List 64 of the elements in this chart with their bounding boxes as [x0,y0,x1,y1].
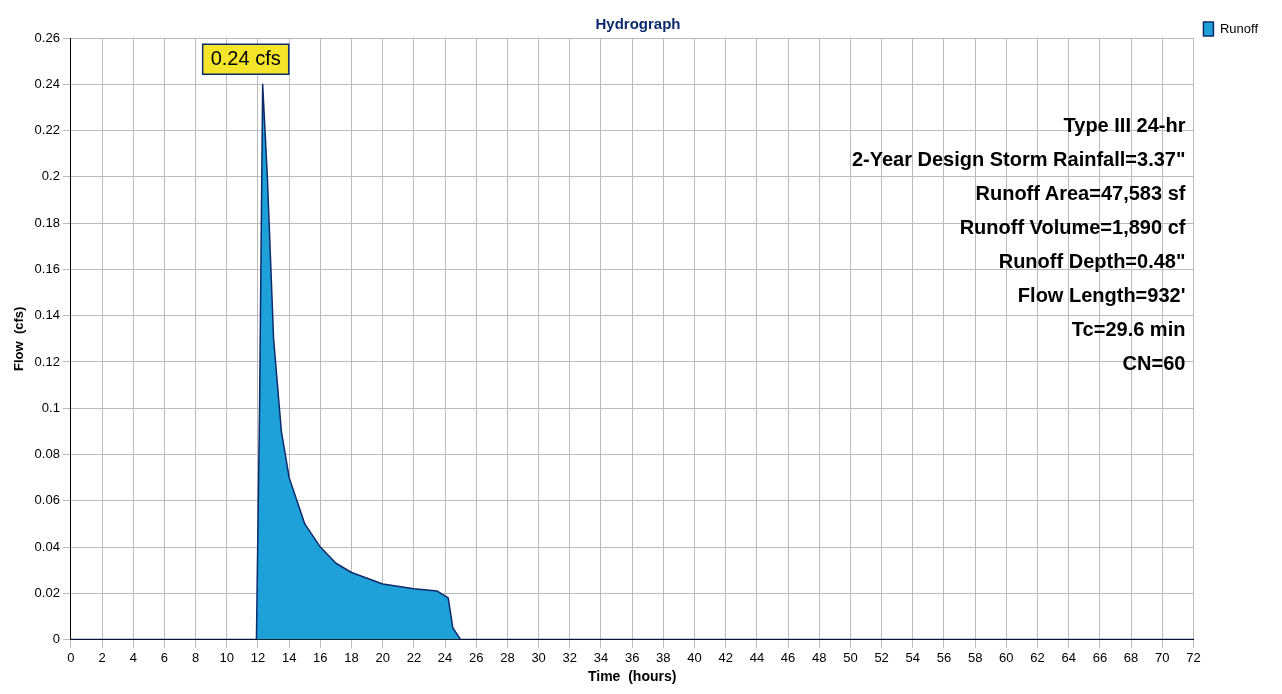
annotation: CN=60 [1122,351,1186,374]
x-tick-label: 14 [281,649,297,665]
x-tick-label: 36 [624,649,640,665]
x-tick-label: 52 [874,649,889,665]
x-tick-label: 8 [192,649,200,665]
y-tick-label: 0.06 [34,492,60,508]
x-tick-label: 28 [500,649,515,665]
x-tick-label: 46 [780,649,796,665]
x-tick-label: 20 [375,649,390,665]
x-tick-label: 2 [98,649,106,665]
x-tick-label: 34 [593,649,609,665]
y-tick-label: 0.1 [41,399,60,415]
annotation: 0.24 cfs [210,46,281,69]
x-tick-label: 32 [562,649,578,665]
x-tick-label: 0 [67,649,75,665]
x-tick-label: 72 [1186,649,1201,665]
x-tick-label: 60 [999,649,1014,665]
y-tick-label: 0.02 [34,584,60,600]
x-tick-label: 58 [967,649,983,665]
y-tick-label: 0.12 [34,353,60,369]
x-tick-label: 6 [160,649,169,665]
x-tick-label: 42 [718,649,733,665]
annotation: Tc=29.6 min [1071,317,1186,340]
annotation: Flow Length=932' [1017,283,1186,306]
x-axis-title: Time (hours) [587,668,677,685]
x-tick-label: 68 [1123,649,1139,665]
x-tick-label: 54 [905,649,921,665]
x-tick-label: 30 [531,649,546,665]
x-tick-label: 50 [843,649,858,665]
annotation: Runoff Area=47,583 sf [975,181,1186,204]
annotation: Runoff Volume=1,890 cf [959,215,1186,238]
x-tick-label: 64 [1061,649,1076,665]
y-tick-label: 0.24 [34,75,60,91]
x-tick-label: 26 [469,649,484,665]
x-tick-label: 22 [406,649,422,665]
y-tick-label: 0.2 [41,168,60,184]
x-tick-label: 40 [687,649,702,665]
chart-title: Hydrograph [595,15,681,33]
x-tick-label: 70 [1155,649,1170,665]
y-tick-label: 0.26 [34,29,60,45]
x-tick-label: 4 [129,649,137,665]
x-tick-label: 44 [749,649,765,665]
x-tick-label: 38 [656,649,671,665]
y-tick-label: 0.16 [34,260,60,276]
x-tick-label: 10 [219,649,235,665]
x-tick-label: 16 [313,649,328,665]
x-tick-label: 12 [250,649,266,665]
x-tick-label: 18 [344,649,359,665]
y-tick-label: 0 [52,631,60,647]
y-tick-label: 0.22 [34,122,60,138]
annotation: 2-Year Design Storm Rainfall=3.37" [851,147,1186,170]
y-axis-title: Flow (cfs) [11,306,27,371]
x-tick-label: 66 [1092,649,1108,665]
annotation: Runoff Depth=0.48" [998,249,1186,272]
y-tick-label: 0.18 [34,214,60,230]
y-tick-label: 0.04 [34,538,60,554]
x-tick-label: 24 [437,649,453,665]
x-tick-label: 62 [1030,649,1045,665]
y-tick-label: 0.08 [34,446,60,462]
annotation: Type III 24-hr [1063,113,1186,136]
legend-label: Runoff [1219,20,1259,36]
y-tick-label: 0.14 [34,307,60,323]
x-tick-label: 48 [812,649,827,665]
x-tick-label: 56 [936,649,952,665]
